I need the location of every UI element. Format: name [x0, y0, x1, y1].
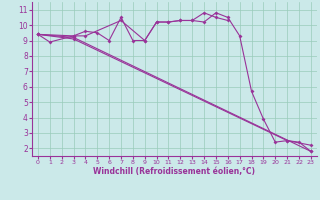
X-axis label: Windchill (Refroidissement éolien,°C): Windchill (Refroidissement éolien,°C) — [93, 167, 255, 176]
